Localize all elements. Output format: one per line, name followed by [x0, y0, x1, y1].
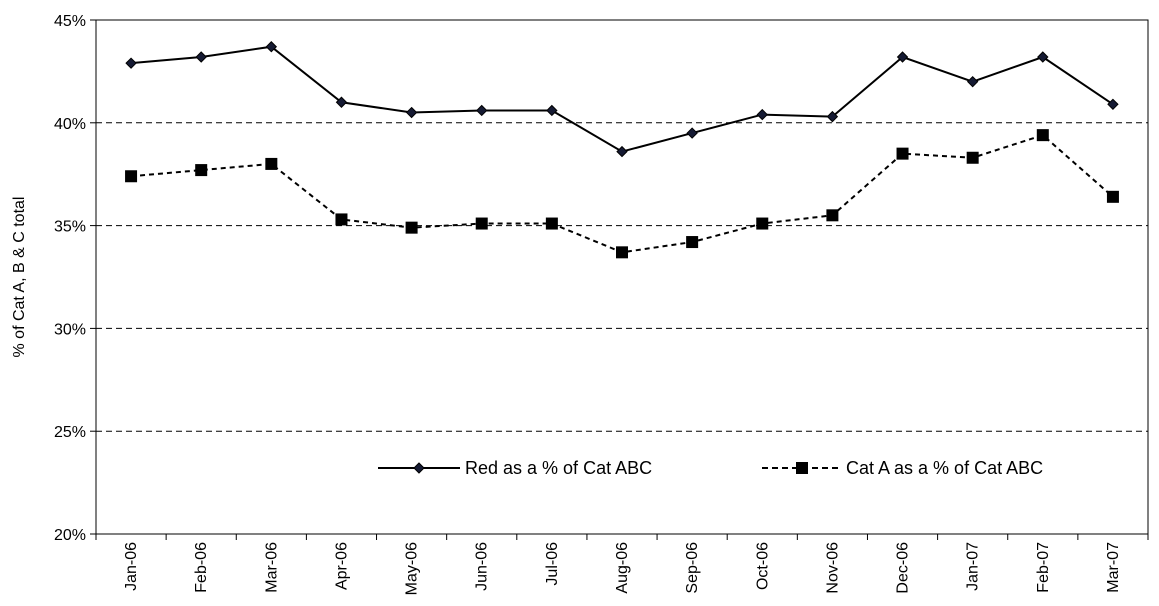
- data-point-diamond: [896, 51, 909, 63]
- x-tick-label: Jul-06: [544, 542, 561, 586]
- data-point-square: [896, 147, 909, 160]
- data-point-diamond: [1037, 51, 1049, 63]
- data-point-diamond: [546, 104, 558, 117]
- x-tick-label: Dec-06: [895, 542, 912, 594]
- data-point-diamond: [405, 106, 418, 119]
- x-tick-label: Apr-06: [333, 542, 350, 590]
- legend-label-cat-a: Cat A as a % of Cat ABC: [846, 458, 1043, 478]
- data-point-square: [616, 246, 628, 259]
- data-point-diamond: [125, 57, 137, 69]
- x-tick-label: Oct-06: [754, 542, 771, 590]
- data-point-square: [125, 170, 138, 183]
- x-tick-label: Aug-06: [614, 542, 631, 594]
- x-tick-label: Feb-07: [1035, 542, 1052, 593]
- data-point-square: [1036, 129, 1049, 142]
- data-point-diamond: [616, 145, 628, 158]
- legend-label-red: Red as a % of Cat ABC: [465, 458, 652, 478]
- data-point-diamond: [966, 75, 979, 88]
- y-tick-label: 20%: [54, 527, 86, 544]
- y-tick-label: 40%: [54, 116, 86, 133]
- data-point-square: [545, 217, 558, 230]
- y-axis: 20% 25% 30% 35% 40% 45%: [54, 13, 96, 544]
- x-tick-label: Mar-06: [263, 542, 280, 593]
- x-tick-label: Jun-06: [474, 542, 491, 591]
- series-line-0: [130, 45, 1114, 153]
- data-point-diamond: [1107, 98, 1119, 111]
- data-point-diamond: [826, 110, 839, 123]
- data-point-diamond: [265, 41, 278, 53]
- data-point-square: [265, 157, 278, 170]
- plot-area: [95, 19, 1149, 535]
- data-point-diamond: [756, 108, 768, 121]
- y-tick-label: 35%: [54, 219, 86, 236]
- legend-marker-red: [413, 462, 425, 474]
- data-point-square: [405, 221, 418, 234]
- x-axis: Jan-06 Feb-06 Mar-06 Apr-06 May-06 Jun-06 Jul-…: [95, 534, 1149, 595]
- y-tick-label: 30%: [54, 321, 86, 338]
- x-tick-label: May-06: [404, 542, 421, 595]
- y-tick-label: 45%: [54, 13, 86, 30]
- data-point-square: [195, 164, 208, 177]
- y-axis-title: % of Cat A, B & C total: [11, 197, 28, 358]
- data-point-square: [1106, 190, 1119, 203]
- grid-lines: [96, 122, 1148, 432]
- data-point-square: [966, 151, 979, 164]
- x-tick-label: Mar-07: [1105, 542, 1122, 593]
- x-tick-label: Feb-06: [193, 542, 210, 593]
- data-point-square: [756, 217, 769, 230]
- data-point-square: [826, 209, 839, 222]
- data-point-square: [686, 236, 699, 249]
- data-point-diamond: [476, 104, 488, 117]
- data-point-diamond: [335, 96, 348, 108]
- x-tick-label: Jan-07: [965, 542, 982, 591]
- y-tick-label: 25%: [54, 424, 86, 441]
- x-tick-label: Jan-06: [123, 542, 140, 591]
- data-point-diamond: [195, 51, 207, 63]
- legend: Red as a % of Cat ABC Cat A as a % of Ca…: [378, 458, 1043, 478]
- legend-marker-cat-a: [796, 462, 808, 474]
- data-point-square: [475, 217, 488, 230]
- x-tick-label: Nov-06: [824, 542, 841, 594]
- x-tick-label: Sep-06: [684, 542, 701, 594]
- series-layer: [125, 41, 1119, 259]
- data-point-diamond: [686, 127, 698, 139]
- data-point-square: [335, 213, 348, 226]
